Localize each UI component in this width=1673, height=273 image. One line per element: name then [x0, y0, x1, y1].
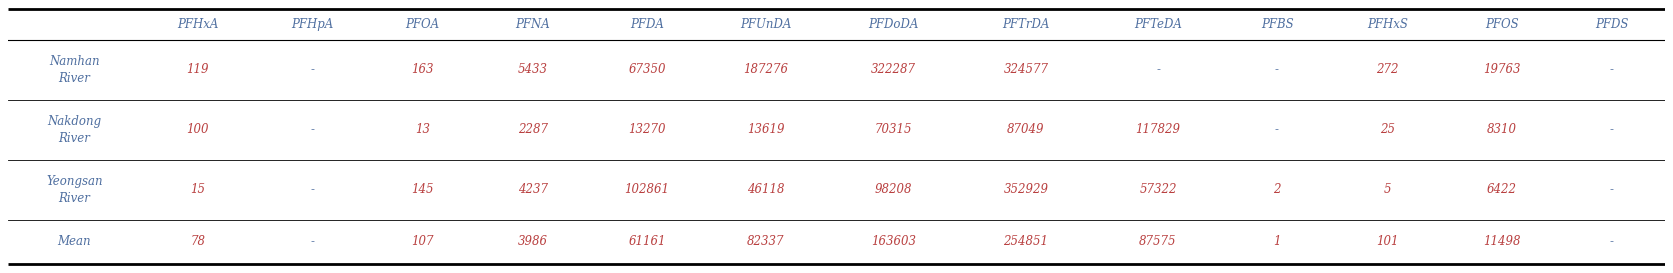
Text: -: - — [1156, 64, 1159, 76]
Text: 117829: 117829 — [1136, 123, 1181, 136]
Text: Namhan
River: Namhan River — [49, 55, 100, 85]
Text: PFTrDA: PFTrDA — [1002, 18, 1049, 31]
Text: 322287: 322287 — [872, 64, 917, 76]
Text: 82337: 82337 — [748, 235, 785, 248]
Text: 107: 107 — [412, 235, 433, 248]
Text: 145: 145 — [412, 183, 433, 197]
Text: 13: 13 — [415, 123, 430, 136]
Text: 1: 1 — [1273, 235, 1282, 248]
Text: PFNA: PFNA — [515, 18, 550, 31]
Text: 324577: 324577 — [1004, 64, 1049, 76]
Text: 100: 100 — [186, 123, 209, 136]
Text: PFDS: PFDS — [1594, 18, 1628, 31]
Text: -: - — [310, 235, 315, 248]
Text: 119: 119 — [186, 64, 209, 76]
Text: -: - — [1609, 123, 1614, 136]
Text: PFUnDA: PFUnDA — [741, 18, 791, 31]
Text: 5433: 5433 — [517, 64, 547, 76]
Text: -: - — [310, 183, 315, 197]
Text: -: - — [310, 123, 315, 136]
Text: 163603: 163603 — [872, 235, 917, 248]
Text: 87049: 87049 — [1007, 123, 1044, 136]
Text: 67350: 67350 — [629, 64, 666, 76]
Text: 8310: 8310 — [1487, 123, 1517, 136]
Text: PFDoDA: PFDoDA — [868, 18, 918, 31]
Text: 2287: 2287 — [517, 123, 547, 136]
Text: PFHxS: PFHxS — [1367, 18, 1407, 31]
Text: 70315: 70315 — [875, 123, 912, 136]
Text: PFBS: PFBS — [1261, 18, 1293, 31]
Text: 25: 25 — [1380, 123, 1395, 136]
Text: PFHpA: PFHpA — [291, 18, 333, 31]
Text: 98208: 98208 — [875, 183, 912, 197]
Text: 352929: 352929 — [1004, 183, 1049, 197]
Text: 15: 15 — [191, 183, 206, 197]
Text: PFOS: PFOS — [1486, 18, 1519, 31]
Text: 3986: 3986 — [517, 235, 547, 248]
Text: 272: 272 — [1375, 64, 1399, 76]
Text: 6422: 6422 — [1487, 183, 1517, 197]
Text: PFOA: PFOA — [405, 18, 440, 31]
Text: 163: 163 — [412, 64, 433, 76]
Text: 13270: 13270 — [629, 123, 666, 136]
Text: 102861: 102861 — [624, 183, 669, 197]
Text: 11498: 11498 — [1482, 235, 1521, 248]
Text: -: - — [1275, 64, 1278, 76]
Text: PFDA: PFDA — [631, 18, 664, 31]
Text: 57322: 57322 — [1139, 183, 1176, 197]
Text: 78: 78 — [191, 235, 206, 248]
Text: 87575: 87575 — [1139, 235, 1176, 248]
Text: -: - — [1609, 183, 1614, 197]
Text: Yeongsan
River: Yeongsan River — [47, 175, 102, 205]
Text: -: - — [1275, 123, 1278, 136]
Text: PFHxA: PFHxA — [177, 18, 219, 31]
Text: 101: 101 — [1375, 235, 1399, 248]
Text: PFTeDA: PFTeDA — [1134, 18, 1183, 31]
Text: -: - — [310, 64, 315, 76]
Text: 187276: 187276 — [743, 64, 788, 76]
Text: 19763: 19763 — [1482, 64, 1521, 76]
Text: 5: 5 — [1384, 183, 1390, 197]
Text: Mean: Mean — [57, 235, 92, 248]
Text: 61161: 61161 — [629, 235, 666, 248]
Text: 4237: 4237 — [517, 183, 547, 197]
Text: 46118: 46118 — [748, 183, 785, 197]
Text: 254851: 254851 — [1004, 235, 1049, 248]
Text: 13619: 13619 — [748, 123, 785, 136]
Text: -: - — [1609, 64, 1614, 76]
Text: -: - — [1609, 235, 1614, 248]
Text: 2: 2 — [1273, 183, 1282, 197]
Text: Nakdong
River: Nakdong River — [47, 115, 102, 145]
